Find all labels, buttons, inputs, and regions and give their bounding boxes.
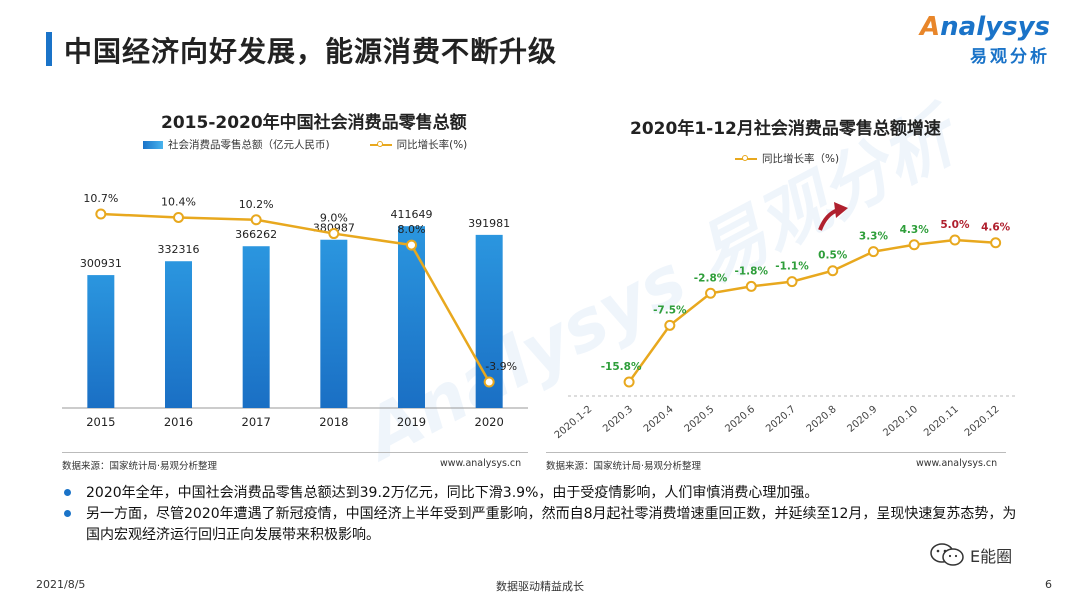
monthly-growth-point xyxy=(827,265,839,277)
bullet-dot xyxy=(64,489,71,496)
bar xyxy=(242,246,270,408)
x-tick-label: 2020 xyxy=(475,415,504,429)
legend-line-swatch xyxy=(369,140,392,147)
monthly-growth-point xyxy=(705,287,717,299)
monthly-growth-value-label: 3.3% xyxy=(859,231,889,243)
bar-value-label: 332316 xyxy=(158,243,200,256)
bar xyxy=(398,226,425,408)
monthly-growth-value-label: -1.8% xyxy=(735,265,769,277)
legend-line-label: 同比增长率（%) xyxy=(762,153,840,165)
monthly-growth-point xyxy=(786,276,798,288)
chart2-title: 2020年1-12月社会消费品零售总额增速 xyxy=(630,119,941,139)
chart1-source-divider xyxy=(62,452,528,453)
chart1-legend: 社会消费品零售总额（亿元人民币) 同比增长率(%) xyxy=(143,137,467,152)
x-tick-label: 2020.10 xyxy=(881,404,920,439)
monthly-growth-value-label: -15.8% xyxy=(601,361,642,373)
bullet-text: 2020年全年，中国社会消费品零售总额达到39.2万亿元，同比下滑3.9%，由于… xyxy=(86,485,819,501)
growth-point xyxy=(173,211,184,223)
brand-subtitle: 易观分析 xyxy=(970,47,1050,67)
bullet-list: 2020年全年，中国社会消费品零售总额达到39.2万亿元，同比下滑3.9%，由于… xyxy=(62,483,1022,546)
bullet-text: 另一方面，尽管2020年遭遇了新冠疫情，中国经济上半年受到严重影响，然而自8月起… xyxy=(86,506,1017,543)
monthly-growth-value-label: 4.6% xyxy=(981,222,1011,234)
legend-bar-swatch xyxy=(143,140,163,149)
chart2-legend: 同比增长率（%) xyxy=(735,151,839,166)
bar xyxy=(320,239,348,408)
x-tick-label: 2020.11 xyxy=(922,404,961,439)
monthly-growth-value-label: 0.5% xyxy=(818,250,848,262)
growth-value-label: 10.2% xyxy=(239,198,274,211)
bar xyxy=(87,275,115,408)
chart1-source: 数据来源：国家统计局·易观分析整理 xyxy=(62,461,218,472)
bullet-dot xyxy=(64,510,71,517)
x-tick-label: 2015 xyxy=(86,415,115,429)
brand-logo-mark: A xyxy=(920,12,941,42)
bullet-item: 另一方面，尽管2020年遭遇了新冠疫情，中国经济上半年受到严重影响，然而自8月起… xyxy=(62,504,1022,546)
x-tick-label: 2019 xyxy=(397,415,426,429)
title-accent-bar xyxy=(46,32,52,66)
monthly-growth-line xyxy=(628,238,996,383)
x-tick-label: 2016 xyxy=(164,415,193,429)
wechat-label: E能圈 xyxy=(970,547,1013,566)
monthly-growth-value-label: -1.1% xyxy=(775,261,809,273)
x-tick-label: 2020.3 xyxy=(601,404,635,435)
growth-point xyxy=(328,228,340,240)
page-title: 中国经济向好发展，能源消费不断升级 xyxy=(64,35,558,68)
chart2-source-url: www.analysys.cn xyxy=(916,458,998,469)
monthly-growth-point xyxy=(623,376,635,388)
footer-date: 2021/8/5 xyxy=(36,578,86,591)
bullet-item: 2020年全年，中国社会消费品零售总额达到39.2万亿元，同比下滑3.9%，由于… xyxy=(62,483,1022,504)
growth-value-label: 10.4% xyxy=(161,195,196,208)
growth-point xyxy=(95,208,107,220)
growth-line xyxy=(100,212,491,383)
monthly-growth-value-label: 5.0% xyxy=(940,219,970,231)
wechat-icon xyxy=(930,543,964,566)
bar-value-label: 391981 xyxy=(468,217,510,230)
monthly-growth-value-label: -2.8% xyxy=(694,272,728,284)
x-tick-label: 2020.7 xyxy=(764,404,798,435)
bar-value-label: 366262 xyxy=(235,228,277,241)
growth-point xyxy=(250,214,262,226)
trend-arrow-icon xyxy=(818,208,839,231)
chart1-source-url: www.analysys.cn xyxy=(440,458,522,469)
x-tick-label: 2018 xyxy=(319,415,348,429)
growth-value-label: 8.0% xyxy=(398,223,426,236)
legend-line-label: 同比增长率(%) xyxy=(396,139,468,151)
monthly-growth-point xyxy=(664,319,676,331)
trend-arrowhead-icon xyxy=(834,202,848,218)
growth-point xyxy=(406,239,417,251)
footer-slogan: 数据驱动精益成长 xyxy=(496,580,584,593)
x-tick-label: 2020.1-2 xyxy=(553,404,595,441)
wechat-badge: E能圈 xyxy=(928,542,1012,568)
brand-logo: Analysys 易观分析 xyxy=(920,14,1050,67)
x-tick-label: 2020.4 xyxy=(642,404,676,435)
monthly-growth-value-label: -7.5% xyxy=(653,304,687,316)
x-tick-label: 2020.9 xyxy=(846,404,880,435)
brand-logo-text: nalysys xyxy=(940,12,1050,42)
x-tick-label: 2020.5 xyxy=(683,404,717,435)
x-tick-label: 2017 xyxy=(242,415,271,429)
growth-value-label: 10.7% xyxy=(83,192,118,205)
bar-value-label: 300931 xyxy=(80,257,122,270)
bar-value-label: 411649 xyxy=(391,208,433,221)
monthly-growth-point xyxy=(867,246,879,258)
chart2-source: 数据来源：国家统计局·易观分析整理 xyxy=(546,461,702,472)
growth-value-label: -3.9% xyxy=(485,360,517,373)
chart1-title: 2015-2020年中国社会消费品零售总额 xyxy=(161,113,467,133)
monthly-growth-point xyxy=(745,280,757,292)
legend-bar-label: 社会消费品零售总额（亿元人民币) xyxy=(168,139,330,151)
x-tick-label: 2020.6 xyxy=(723,404,757,435)
bar xyxy=(165,261,192,408)
monthly-growth-point xyxy=(990,237,1002,249)
page-number: 6 xyxy=(1045,578,1052,591)
monthly-growth-value-label: 4.3% xyxy=(900,224,930,236)
growth-value-label: 9.0% xyxy=(320,212,348,225)
chart2-source-divider xyxy=(546,452,1006,453)
growth-point xyxy=(483,376,495,388)
x-tick-label: 2020.8 xyxy=(805,404,839,435)
legend-line-swatch xyxy=(735,154,757,161)
x-tick-label: 2020.12 xyxy=(963,404,1002,439)
monthly-growth-point xyxy=(908,239,920,251)
monthly-growth-point xyxy=(949,234,961,246)
